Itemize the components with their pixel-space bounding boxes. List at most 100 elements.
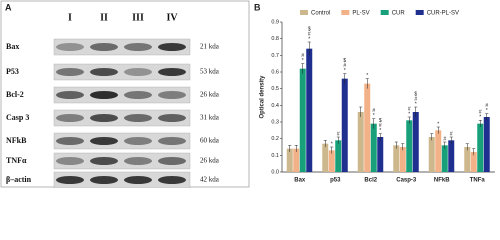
lane-label: III: [132, 12, 144, 23]
blot-band: [124, 176, 152, 184]
bar: [293, 148, 300, 172]
protein-label: Bax: [6, 42, 19, 51]
blot-band: [90, 157, 118, 165]
blot-band: [90, 91, 118, 99]
protein-label: Bcl-2: [6, 90, 24, 99]
significance-marker: $: [379, 118, 382, 124]
x-tick-label: NFkB: [434, 178, 450, 184]
lane-label: IV: [166, 12, 178, 23]
blot-band: [158, 68, 186, 76]
blot-strip: [53, 171, 191, 188]
bar: [464, 147, 471, 172]
blot-strip: [53, 109, 191, 127]
significance-marker: #: [450, 131, 453, 137]
blot-band: [90, 137, 118, 145]
legend-swatch: [380, 10, 389, 15]
bar: [322, 143, 329, 172]
significance-marker: $: [414, 91, 417, 97]
y-tick-label: 0.3: [271, 119, 279, 125]
significance-marker: #: [485, 103, 488, 109]
bar: [406, 120, 413, 172]
significance-marker: *: [302, 58, 304, 64]
blot-strip: [53, 132, 191, 150]
blot-band: [56, 176, 84, 184]
significance-marker: #: [372, 108, 375, 114]
legend-swatch: [341, 10, 350, 15]
blot-band: [124, 137, 152, 145]
blot-strip: [53, 86, 191, 104]
significance-marker: *: [379, 128, 381, 134]
significance-marker: *: [373, 113, 375, 119]
y-tick-label: 0.9: [271, 19, 279, 25]
blot-band: [56, 68, 84, 76]
y-tick-label: 0.7: [271, 53, 279, 59]
kda-label: 60 kda: [200, 137, 220, 145]
kda-label: 26 kda: [200, 157, 220, 165]
blot-band: [56, 91, 84, 99]
bar: [328, 150, 335, 172]
significance-marker: #: [379, 123, 382, 129]
legend-label: Control: [311, 11, 330, 17]
blot-band: [158, 114, 186, 122]
blot-band: [158, 43, 186, 51]
lane-label: II: [100, 12, 108, 23]
blot-band: [124, 91, 152, 99]
blot-strip: [53, 38, 191, 56]
blot-band: [56, 137, 84, 145]
blot-band: [158, 137, 186, 145]
kda-label: 21 kda: [200, 43, 220, 51]
bar: [393, 145, 400, 172]
protein-label: TNFα: [6, 156, 27, 165]
kda-label: 53 kda: [200, 68, 220, 76]
x-tick-label: TNFa: [470, 178, 486, 184]
blot-band: [158, 157, 186, 165]
y-axis-label: Optical density: [260, 75, 266, 119]
lane-label: I: [68, 12, 72, 23]
protein-label: P53: [6, 67, 19, 76]
blot-band: [158, 176, 186, 184]
legend-swatch: [300, 10, 308, 15]
blot-band: [56, 157, 84, 165]
bar: [299, 68, 306, 172]
panel-label: B: [254, 2, 261, 12]
x-tick-label: Bax: [294, 178, 306, 184]
bar: [341, 78, 348, 172]
blot-strip: [53, 152, 191, 170]
significance-marker: *: [479, 115, 481, 121]
blot-band: [90, 43, 118, 51]
significance-marker: $: [343, 58, 346, 64]
kda-label: 42 kda: [200, 176, 220, 184]
bar: [364, 83, 371, 172]
bar: [483, 117, 490, 172]
panel-label: A: [5, 2, 12, 12]
significance-marker: #: [479, 110, 482, 116]
significance-marker: #: [443, 136, 446, 142]
blot-band: [90, 114, 118, 122]
bar: [412, 112, 419, 172]
blot-band: [124, 114, 152, 122]
significance-marker: $: [308, 26, 311, 32]
y-tick-label: 0.2: [271, 136, 279, 142]
y-tick-label: 0.0: [271, 169, 279, 175]
bar: [377, 137, 384, 172]
y-tick-label: 0.5: [271, 86, 279, 92]
significance-marker: *: [308, 36, 310, 42]
bar: [286, 148, 293, 172]
y-tick-label: 0.1: [271, 153, 279, 159]
significance-marker: #: [408, 106, 411, 112]
bar: [370, 123, 377, 172]
protein-label: NFkB: [6, 136, 27, 145]
bar: [435, 130, 442, 172]
blot-strip: [53, 63, 191, 81]
y-tick-label: 0.6: [271, 69, 279, 75]
significance-marker: *: [486, 108, 488, 114]
blot-band: [124, 157, 152, 165]
blot-band: [56, 43, 84, 51]
bar: [428, 137, 435, 172]
blot-band: [124, 43, 152, 51]
significance-marker: #: [414, 96, 417, 102]
y-tick-label: 0.8: [271, 36, 279, 42]
significance-marker: *: [408, 111, 410, 117]
blot-band: [90, 68, 118, 76]
